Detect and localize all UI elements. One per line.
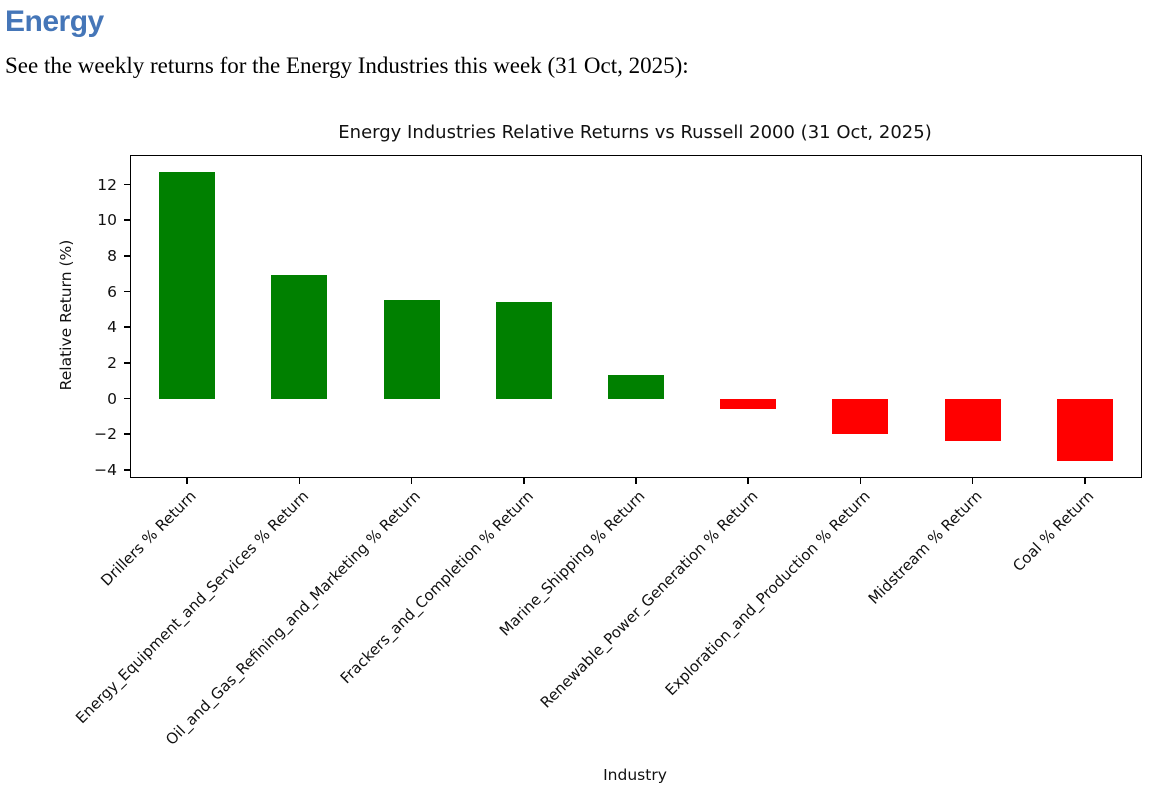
chart-title: Energy Industries Relative Returns vs Ru…	[338, 122, 932, 143]
bar	[944, 398, 1001, 442]
y-tick-label: 0	[107, 389, 117, 408]
x-tick-mark	[859, 477, 862, 484]
bar	[159, 172, 216, 399]
bar	[271, 275, 328, 399]
x-tick-label: Midstream % Return	[864, 487, 986, 608]
x-tick-label: Exploration_and_Production % Return	[661, 487, 874, 700]
x-tick-label: Frackers_and_Completion % Return	[336, 487, 537, 688]
y-tick-label: 6	[107, 282, 117, 301]
x-tick-mark	[747, 477, 749, 484]
bar	[720, 398, 777, 410]
y-tick-label: −2	[94, 425, 117, 444]
page-title: Energy	[5, 5, 104, 38]
x-tick-label: Energy_Equipment_and_Services % Return	[72, 487, 313, 728]
x-tick-mark	[410, 477, 413, 484]
x-tick-mark	[186, 477, 188, 484]
bar	[1056, 398, 1113, 461]
y-tick-mark	[123, 433, 130, 435]
bar	[495, 302, 552, 399]
bar	[832, 398, 889, 435]
x-tick-label: Drillers % Return	[97, 487, 200, 590]
bar	[607, 375, 665, 399]
y-tick-mark	[123, 397, 130, 400]
x-axis-label: Industry	[603, 766, 667, 784]
x-tick-mark	[971, 477, 974, 484]
intro-text: See the weekly returns for the Energy In…	[5, 53, 689, 78]
y-tick-label: 8	[107, 246, 117, 265]
y-tick-mark	[123, 362, 130, 364]
y-tick-mark	[123, 326, 130, 328]
y-tick-label: 2	[107, 353, 117, 372]
y-tick-mark	[123, 219, 130, 221]
x-tick-mark	[635, 477, 637, 484]
y-tick-mark	[123, 183, 130, 186]
x-tick-label: Renewable_Power_Generation % Return	[536, 487, 761, 712]
x-tick-label: Coal % Return	[1009, 487, 1098, 576]
x-tick-mark	[298, 477, 301, 484]
x-tick-mark	[1084, 477, 1086, 484]
y-tick-label: 4	[107, 318, 117, 337]
y-tick-label: 12	[97, 175, 117, 194]
y-tick-mark	[123, 290, 130, 293]
y-tick-label: 10	[97, 211, 117, 230]
bar	[383, 300, 440, 399]
x-tick-mark	[523, 477, 525, 484]
y-tick-mark	[123, 469, 130, 471]
x-tick-label: Oil_and_Gas_Refining_and_Marketing % Ret…	[162, 487, 425, 749]
y-tick-mark	[123, 255, 130, 257]
y-tick-label: −4	[94, 460, 117, 479]
plot-area: −4 −2 0 2 4 6 8 10 12 Drillers % Return Energy_Equ…	[72, 155, 1142, 749]
